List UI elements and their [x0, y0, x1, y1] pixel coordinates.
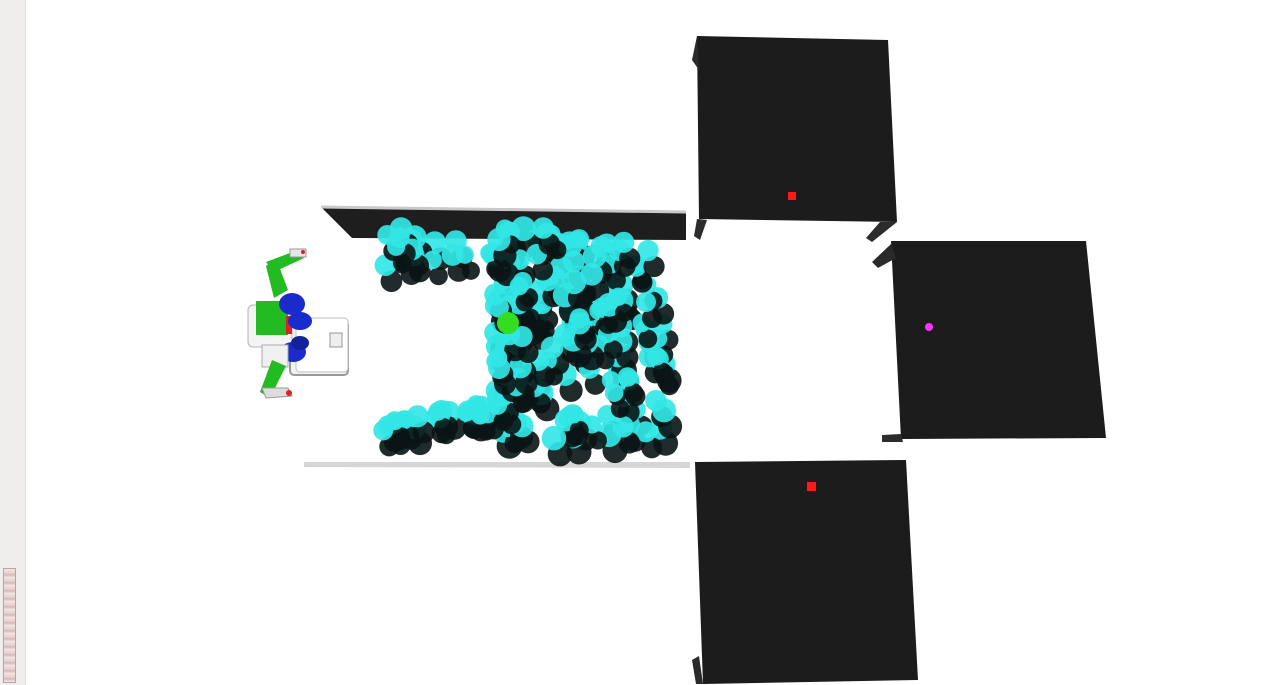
- cylinder: [580, 262, 604, 286]
- cylinder: [487, 227, 511, 252]
- table-east[interactable]: [872, 241, 1106, 442]
- cylinder: [582, 244, 607, 269]
- cylinder-shadow: [610, 399, 630, 418]
- cylinder-shadow: [623, 383, 644, 403]
- cylinder: [635, 421, 657, 443]
- cylinder: [562, 250, 585, 273]
- cylinder-shadow: [641, 437, 663, 459]
- cylinder: [636, 292, 657, 313]
- marker-red-north: [788, 192, 796, 200]
- cylinder: [456, 403, 476, 422]
- cylinder: [387, 237, 406, 256]
- cylinder-shadow: [429, 266, 448, 286]
- cylinder: [637, 239, 659, 262]
- cylinder: [532, 217, 555, 239]
- cylinder-shadow: [530, 392, 551, 414]
- cylinder-shadow: [642, 308, 663, 329]
- table-north[interactable]: [692, 36, 897, 242]
- cylinder: [652, 398, 677, 423]
- cylinder-shadow: [434, 418, 453, 437]
- cylinder-shadow: [493, 411, 514, 431]
- cylinder: [561, 269, 587, 295]
- cylinder-shadow: [517, 341, 539, 364]
- cylinder: [568, 312, 591, 335]
- cylinder: [511, 216, 536, 242]
- cylinder: [373, 420, 394, 441]
- cylinder-shadow: [379, 436, 400, 457]
- cylinder-shadow: [638, 329, 658, 349]
- cylinder: [511, 325, 533, 348]
- cylinder: [509, 276, 529, 296]
- cylinder: [488, 296, 509, 318]
- cylinder-shadow: [462, 419, 482, 438]
- cylinder: [646, 346, 666, 366]
- robot[interactable]: [247, 248, 349, 399]
- cylinder-shadow: [652, 362, 672, 382]
- bin-front-edge: [304, 462, 690, 468]
- table-south[interactable]: [692, 460, 918, 684]
- cylinder-shadow: [584, 373, 606, 395]
- cylinder: [488, 356, 511, 380]
- cylinder-pile: [373, 216, 683, 467]
- scale-bar-icon: [3, 568, 16, 683]
- cylinder: [604, 383, 624, 402]
- cylinder: [406, 405, 429, 428]
- cylinder: [563, 404, 583, 424]
- cylinder-shadow: [532, 259, 554, 281]
- marker-red-south: [807, 482, 816, 491]
- cylinder-shadow: [588, 431, 607, 450]
- cylinder-shadow: [513, 394, 532, 413]
- cylinder: [455, 245, 474, 264]
- cylinder-shadow: [615, 303, 634, 322]
- cylinder: [428, 402, 447, 421]
- cylinder: [617, 367, 638, 387]
- cylinder: [487, 395, 508, 415]
- cylinder-shadow: [631, 271, 653, 293]
- cylinder-shadow: [393, 253, 412, 272]
- side-panel: [0, 0, 26, 685]
- target-object[interactable]: [497, 312, 519, 334]
- cylinder-shadow: [515, 292, 535, 312]
- cylinder-shadow: [603, 340, 623, 360]
- cylinder-shadow: [569, 420, 589, 440]
- cylinder-shadow: [619, 247, 641, 269]
- cylinder-shadow: [537, 309, 559, 331]
- marker-magenta-east: [925, 323, 933, 331]
- cylinder: [541, 425, 567, 451]
- cylinder: [609, 287, 628, 306]
- cylinder-shadow: [461, 261, 480, 280]
- cylinder-shadow: [643, 255, 665, 278]
- cylinder: [613, 231, 635, 253]
